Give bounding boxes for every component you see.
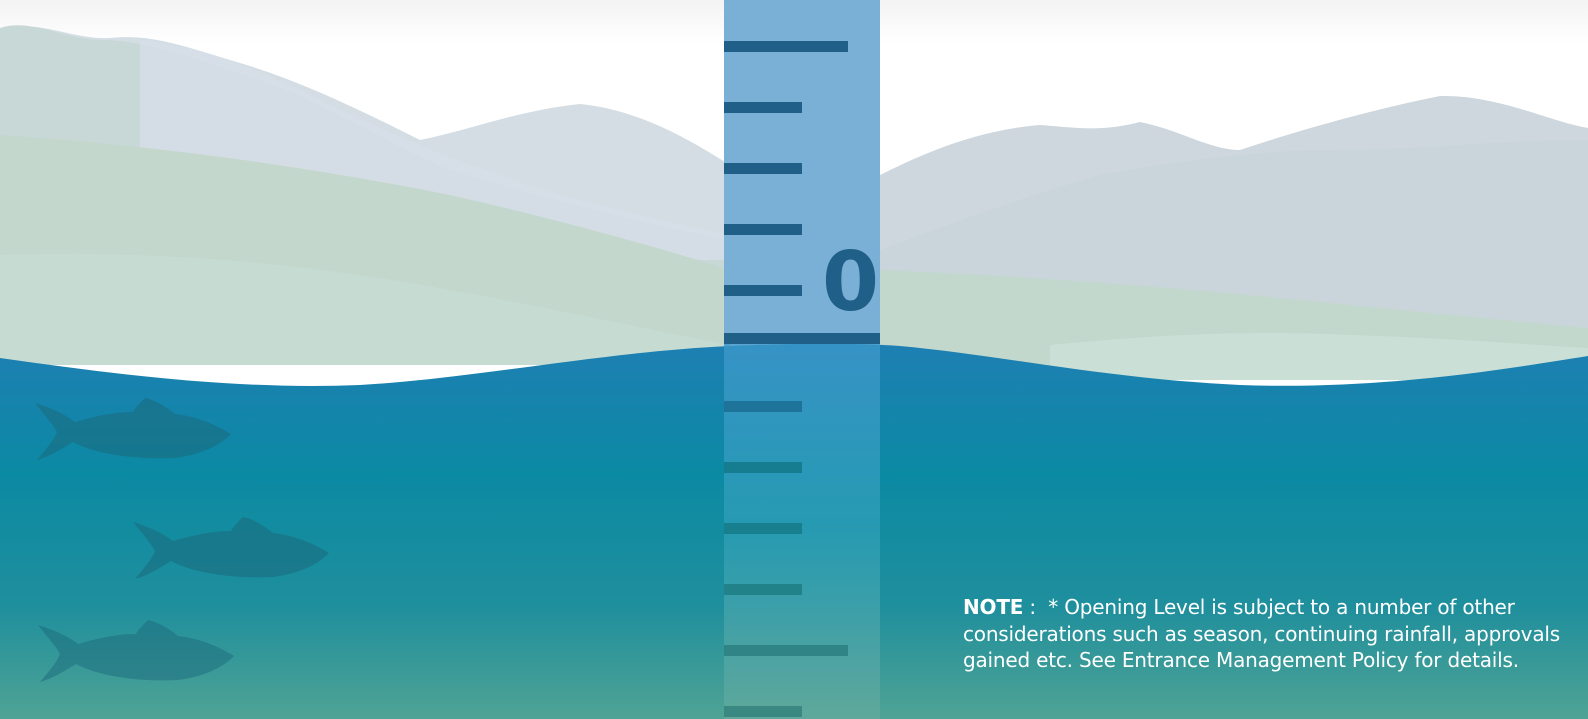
gauge-mark-major bbox=[724, 41, 848, 52]
note-text: NOTE : * Opening Level is subject to a n… bbox=[963, 594, 1563, 674]
gauge-zero-label: 0 bbox=[822, 235, 880, 330]
gauge-mark bbox=[724, 285, 802, 296]
gauge-mark-major bbox=[724, 645, 848, 656]
gauge-mark bbox=[724, 102, 802, 113]
note-label: NOTE bbox=[963, 595, 1024, 619]
fish-2 bbox=[133, 517, 329, 579]
fish-3 bbox=[38, 620, 234, 682]
water-level-gauge bbox=[724, 0, 880, 719]
note-body: * Opening Level is subject to a number o… bbox=[963, 595, 1560, 672]
gauge-mark bbox=[724, 163, 802, 174]
hill-front-right bbox=[1050, 333, 1588, 380]
gauge-mark bbox=[724, 401, 802, 412]
hill-front-left bbox=[0, 253, 730, 365]
gauge-mark bbox=[724, 706, 802, 717]
gauge-mark bbox=[724, 462, 802, 473]
gauge-mark bbox=[724, 523, 802, 534]
fish-1 bbox=[35, 398, 231, 460]
note-separator: : bbox=[1029, 595, 1036, 619]
gauge-mark bbox=[724, 584, 802, 595]
gauge-mark bbox=[724, 224, 802, 235]
gauge-zero-line bbox=[724, 333, 880, 344]
